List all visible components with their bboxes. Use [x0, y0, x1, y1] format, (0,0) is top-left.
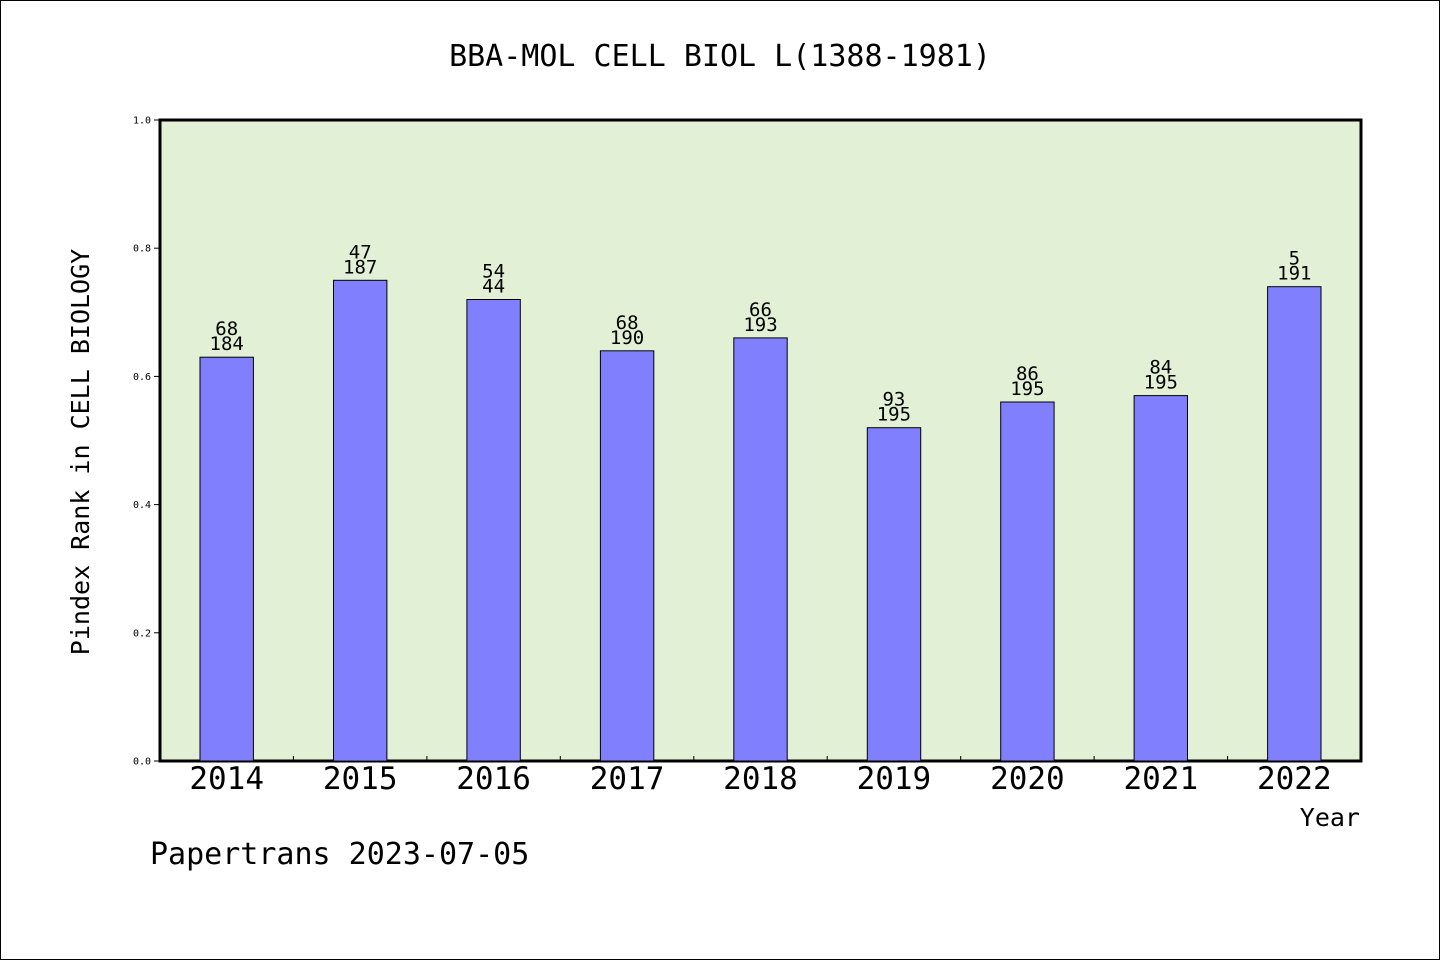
bar-label-top-2021: 84	[1149, 357, 1172, 379]
bar-2020	[1000, 401, 1055, 762]
bar-label-bottom-2018: 193	[743, 314, 777, 336]
x-tick-label-2020: 2020	[990, 761, 1065, 797]
bar-2014	[199, 356, 254, 762]
bar-label-top-2015: 47	[349, 241, 372, 263]
x-axis-label: Year	[1300, 803, 1360, 832]
y-tick-label-0.4: 0.4	[133, 500, 151, 511]
x-tick-label-2022: 2022	[1257, 761, 1332, 797]
bar-label-bottom-2020: 195	[1010, 378, 1044, 400]
x-tick-label-2018: 2018	[723, 761, 798, 797]
bar-label-bottom-2016: 44	[482, 276, 505, 298]
y-tick-label-0.0: 0.0	[133, 757, 151, 768]
bar-label-bottom-2019: 195	[877, 404, 911, 426]
x-tick-label-2016: 2016	[456, 761, 531, 797]
bar-2015	[333, 279, 388, 762]
bar-label-top-2022: 5	[1289, 248, 1300, 270]
x-tick-label-2021: 2021	[1123, 761, 1198, 797]
bar-label-top-2020: 86	[1016, 363, 1039, 385]
footer-credit: Papertrans 2023-07-05	[150, 837, 529, 872]
bar-2021	[1133, 395, 1188, 762]
y-tick-label-0.2: 0.2	[133, 628, 151, 639]
bar-label-top-2019: 93	[882, 389, 905, 411]
bar-2016	[466, 299, 521, 762]
x-axis: 2014 2015 2016 2017 2018 2019 2020 2021 2022	[189, 756, 1332, 797]
bar-label-bottom-2022: 191	[1277, 263, 1311, 285]
chart-title: BBA-MOL CELL BIOL L(1388-1981)	[449, 39, 991, 74]
bar-2022	[1267, 286, 1322, 762]
x-tick-label-2017: 2017	[590, 761, 665, 797]
bar-label-bottom-2014: 184	[210, 333, 244, 355]
x-tick-label-2014: 2014	[189, 761, 264, 797]
x-tick-label-2015: 2015	[323, 761, 398, 797]
y-axis-label: Pindex Rank in CELL BIOLOGY	[66, 249, 95, 655]
y-tick-label-1.0: 1.0	[133, 116, 151, 127]
x-tick-label-2019: 2019	[857, 761, 932, 797]
bar-label-top-2014: 68	[215, 318, 238, 340]
bar-label-top-2016: 54	[482, 261, 505, 283]
bar-2019	[866, 427, 922, 762]
y-tick-label-0.8: 0.8	[133, 244, 151, 255]
bar-label-bottom-2015: 187	[343, 256, 377, 278]
bar-label-bottom-2017: 190	[610, 327, 644, 349]
bar-label-top-2018: 66	[749, 299, 772, 321]
bar-label-top-2017: 68	[616, 312, 639, 334]
bar-2018	[733, 337, 788, 762]
bar-2017	[599, 350, 655, 762]
y-tick-label-0.6: 0.6	[133, 372, 151, 383]
bar-label-bottom-2021: 195	[1144, 372, 1178, 394]
y-axis: 0.0 0.2 0.4 0.6 0.8 1.0	[133, 116, 160, 768]
